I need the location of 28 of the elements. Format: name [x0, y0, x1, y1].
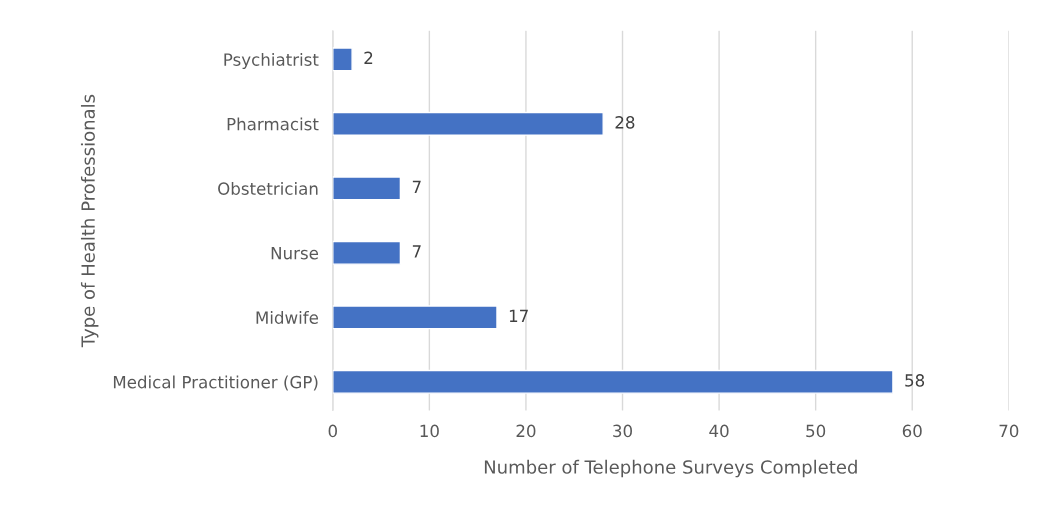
y-tick-label: Psychiatrist: [224, 52, 319, 70]
y-tick-label: Midwife: [256, 311, 319, 324]
data-label: 7: [412, 245, 421, 258]
y-tick-label: Pharmacist: [227, 117, 319, 131]
bar: [332, 176, 402, 201]
x-axis-title: Number of Telephone Surveys Completed: [484, 459, 857, 478]
bar: [332, 111, 604, 136]
y-axis-title: Type of Health Professionals: [80, 94, 99, 348]
x-tick-label: 60: [902, 424, 922, 438]
x-tick-label: 20: [516, 424, 536, 438]
data-label: 58: [905, 374, 925, 387]
data-label: 2: [364, 51, 373, 64]
bar: [332, 47, 353, 72]
y-tick-label: Obstetrician: [218, 182, 318, 195]
x-tick-label: 30: [613, 424, 633, 438]
bar: [332, 305, 498, 330]
bar: [332, 240, 402, 265]
bar: [332, 369, 894, 394]
y-tick-label: Medical Practitioner (GP): [113, 375, 318, 391]
data-label: 17: [509, 309, 528, 322]
y-tick-label: Nurse: [271, 247, 319, 260]
x-tick-label: 0: [328, 424, 337, 438]
data-label: 7: [412, 180, 421, 193]
x-tick-label: 50: [806, 424, 826, 438]
x-tick-label: 40: [709, 424, 729, 438]
x-tick-label: 70: [999, 424, 1019, 438]
x-tick-label: 10: [420, 424, 439, 438]
data-label: 28: [615, 116, 635, 129]
